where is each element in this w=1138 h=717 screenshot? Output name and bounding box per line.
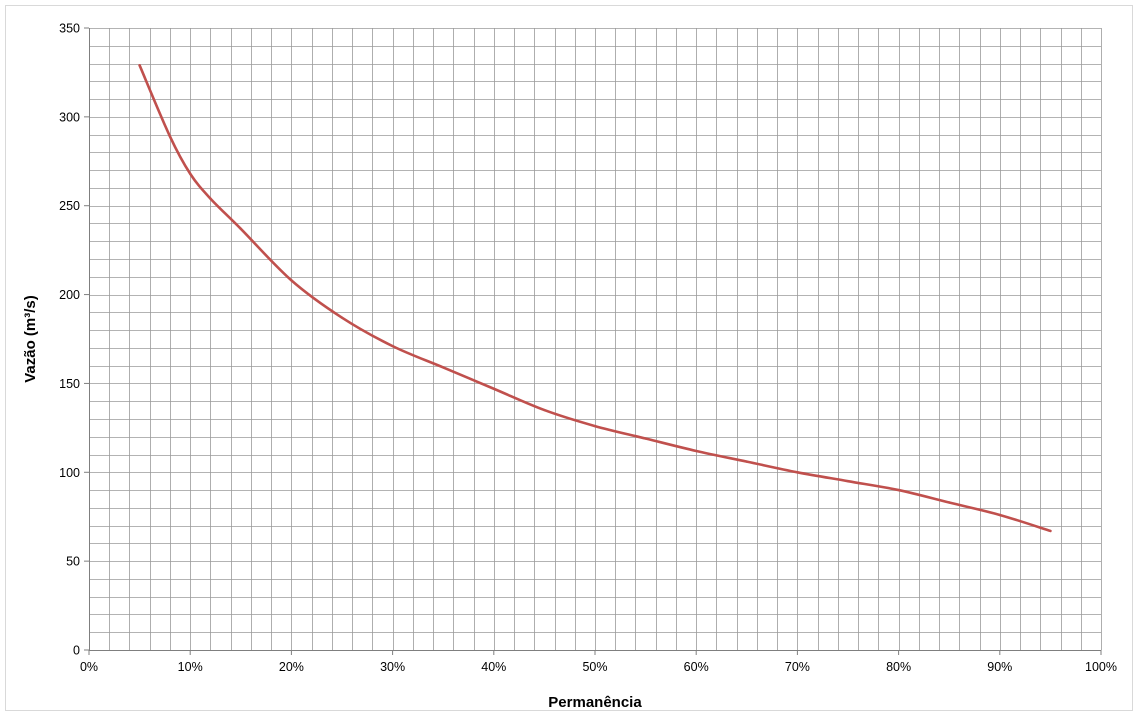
- data-point: [442, 366, 445, 369]
- x-tick-label: 70%: [785, 660, 810, 674]
- data-point: [846, 479, 850, 483]
- data-point: [168, 135, 172, 138]
- flow-duration-chart: 0% 10% 20% 30% 40% 50% 60% 70% 80% 90% 100% 0 50 100 1…: [22, 22, 1117, 712]
- x-axis-title: Permanência: [548, 694, 642, 711]
- data-point: [1049, 529, 1052, 533]
- y-tick-label: 100: [59, 466, 80, 480]
- x-tick-label: 30%: [380, 660, 405, 674]
- data-point: [796, 471, 799, 474]
- y-tick-label: 150: [59, 377, 80, 391]
- data-point: [492, 387, 495, 390]
- data-point: [897, 488, 900, 492]
- y-tick-label: 300: [59, 110, 80, 124]
- x-tick-label: 90%: [987, 660, 1012, 674]
- data-point: [948, 501, 951, 504]
- y-tick-label: 50: [66, 555, 80, 569]
- grid: [89, 28, 1102, 651]
- x-tick-label: 60%: [684, 660, 709, 674]
- x-tick-label: 50%: [582, 660, 607, 674]
- tick-labels: 0% 10% 20% 30% 40% 50% 60% 70% 80% 90% 100% 0 50 100 1…: [59, 22, 1117, 675]
- data-point: [209, 197, 212, 200]
- x-tick-label: 40%: [481, 660, 506, 674]
- chart-area: 0% 10% 20% 30% 40% 50% 60% 70% 80% 90% 100% 0 50 100 1…: [5, 5, 1133, 711]
- y-tick-label: 0: [73, 644, 80, 658]
- data-point: [644, 437, 647, 440]
- axes: [84, 27, 1102, 655]
- y-tick-label: 250: [59, 199, 80, 213]
- y-tick-label: 350: [59, 22, 80, 36]
- series-layer: [138, 64, 1052, 533]
- data-point: [543, 408, 546, 412]
- data-point: [695, 449, 698, 453]
- x-tick-label: 80%: [886, 660, 911, 674]
- data-point: [138, 64, 141, 67]
- x-tick-label: 0%: [80, 660, 98, 674]
- data-point: [391, 344, 394, 348]
- data-point: [239, 227, 242, 231]
- data-point: [745, 460, 748, 463]
- x-tick-label: 10%: [178, 660, 203, 674]
- x-tick-label: 20%: [279, 660, 304, 674]
- data-point: [340, 316, 344, 319]
- data-point: [189, 172, 192, 175]
- x-tick-label: 100%: [1085, 660, 1117, 674]
- data-point: [290, 279, 293, 282]
- data-point: [593, 424, 597, 428]
- data-point: [998, 513, 1001, 517]
- y-tick-label: 200: [59, 288, 80, 302]
- y-axis-title: Vazão (m³/s): [22, 295, 39, 383]
